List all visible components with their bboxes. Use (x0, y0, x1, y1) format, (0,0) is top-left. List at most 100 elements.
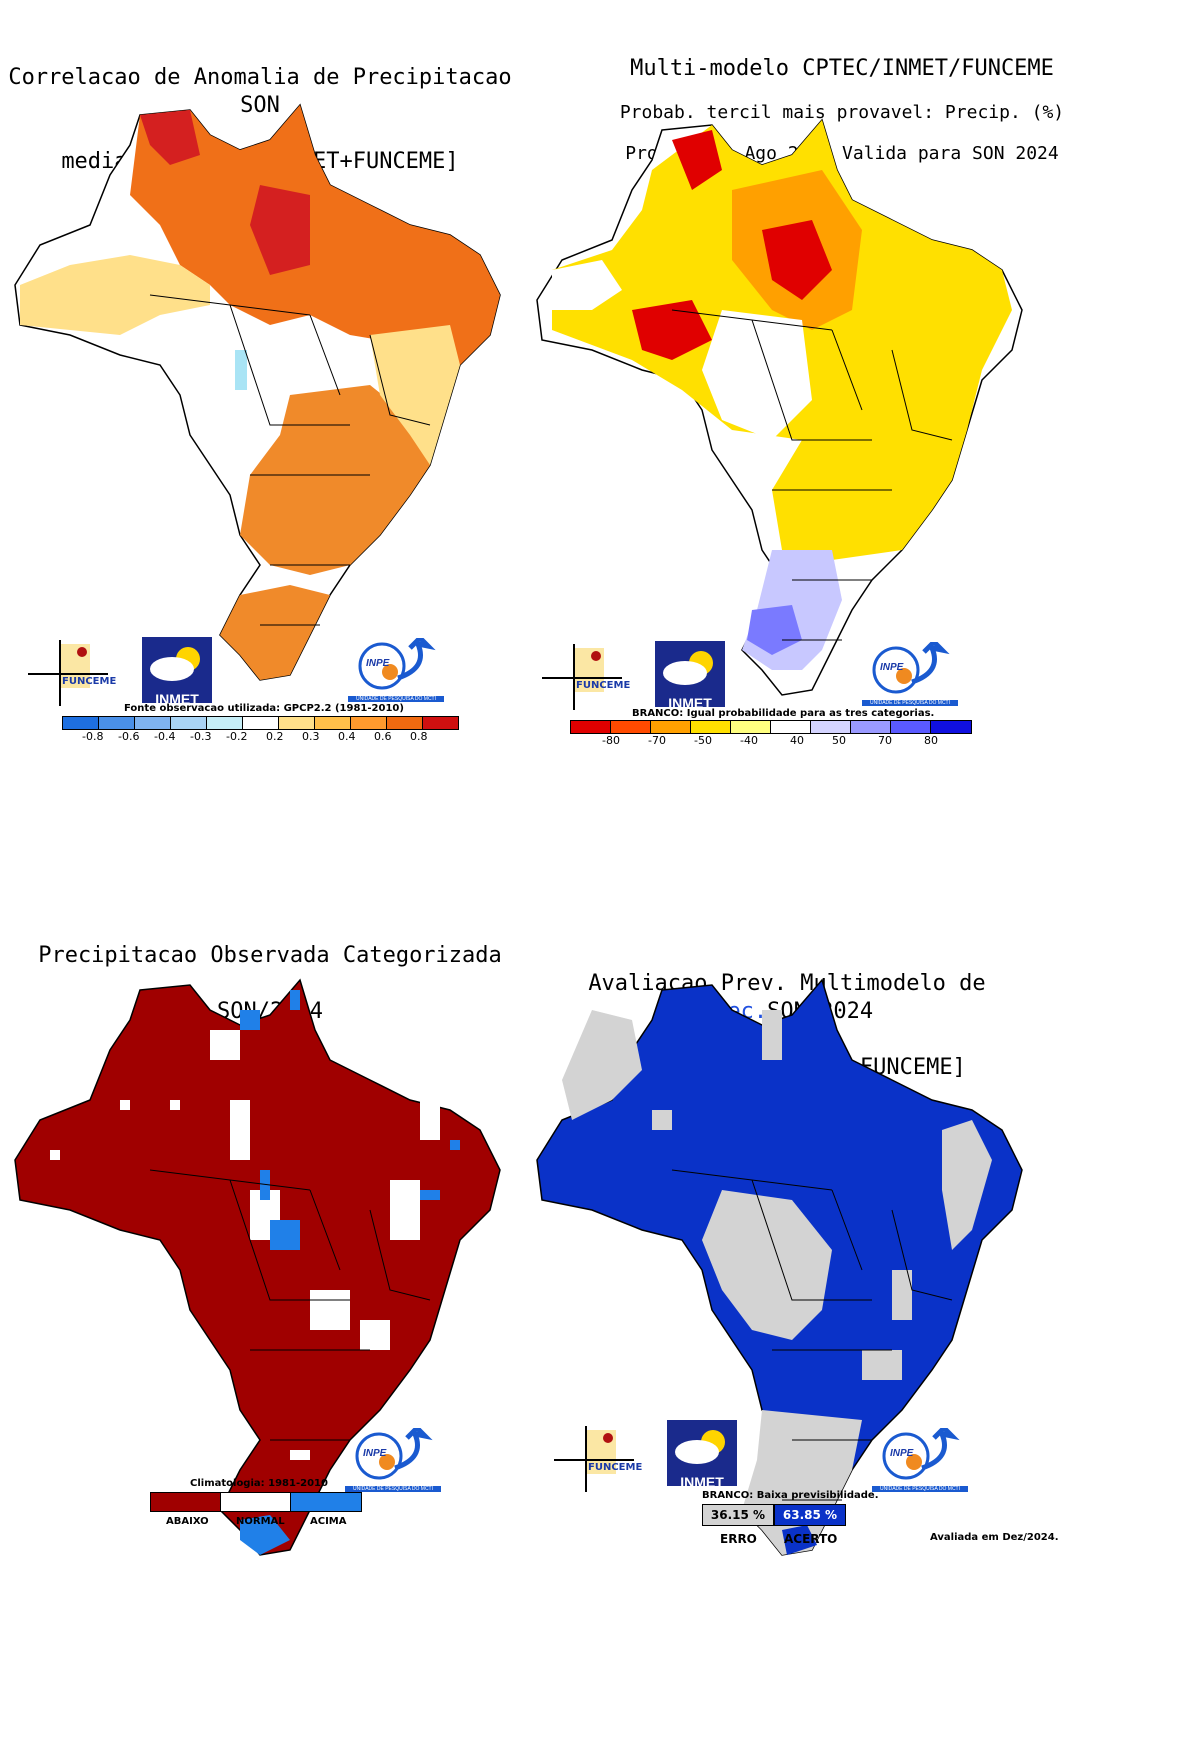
eval-erro-west (562, 1010, 642, 1120)
erro-label: ERRO (720, 1532, 757, 1546)
cb-tick: -70 (648, 734, 666, 747)
eval-erro-cell (892, 1270, 912, 1320)
inpe-logo: INPE UNIDADE DE PESQUISA DO MCTI (348, 634, 444, 708)
cb-swatch (351, 717, 387, 729)
inmet-logo: INMET (655, 641, 725, 711)
cloud-sun-icon (675, 1430, 725, 1464)
cb-tick: 0.3 (302, 730, 320, 743)
multimodel-title: Multi-modelo CPTEC/INMET/FUNCEME Probab.… (592, 36, 1092, 184)
observed-title-line1: Precipitacao Observada Categorizada (38, 943, 502, 968)
cb-tick: 50 (832, 734, 846, 747)
cb-swatch (63, 717, 99, 729)
erro-value: 36.15 % (702, 1504, 774, 1526)
inmet-logo: INMET (142, 637, 212, 707)
evaluated-note: Avaliada em Dez/2024. (930, 1532, 1059, 1543)
cb-tick: -40 (740, 734, 758, 747)
cb-swatch (171, 717, 207, 729)
acerto-label: ACERTO (784, 1532, 838, 1546)
anomaly-northwest-red (140, 110, 200, 165)
prob-blue-core (747, 605, 802, 655)
inmet-logo: INMET (667, 1420, 737, 1490)
eval-erro-cell (652, 1110, 672, 1130)
cb-swatch (315, 717, 351, 729)
funceme-logo (542, 644, 622, 710)
obs-normal-cell (420, 1100, 440, 1140)
multimodel-colorbar (570, 720, 972, 734)
cb-tick: -0.4 (154, 730, 176, 743)
anomaly-center-south (240, 385, 430, 575)
cb-swatch (571, 721, 611, 733)
evaluation-map (536, 978, 1023, 1556)
cb-tick: -0.8 (82, 730, 104, 743)
inpe-logo: INPE UNIDADE DE PESQUISA DO MCTI (862, 638, 958, 712)
cb-swatch (423, 717, 458, 729)
obs-normal-cell (290, 1450, 310, 1460)
cb-tick: 0.8 (410, 730, 428, 743)
legend-acima-swatch (291, 1493, 361, 1511)
multimodel-title-line1: Multi-modelo CPTEC/INMET/FUNCEME (630, 56, 1054, 81)
state-borders (671, 309, 953, 641)
legend-abaixo-swatch (151, 1493, 221, 1511)
eval-erro-cell (762, 1010, 782, 1060)
correlation-title-line1: Correlacao de Anomalia de Precipitacao S… (8, 65, 512, 118)
prob-red-nw (672, 130, 722, 190)
cb-tick: -0.6 (118, 730, 140, 743)
obs-normal-cell (230, 1100, 250, 1160)
cb-swatch (243, 717, 279, 729)
funceme-logo-text: FUNCEME (576, 680, 631, 691)
branco-note: BRANCO: Igual probabilidade para as tres… (632, 708, 935, 719)
correlation-colorbar (62, 716, 459, 730)
obs-normal-cell (210, 1030, 240, 1060)
obs-above-cell (240, 1010, 260, 1030)
inpe-logo-text: INPE (366, 658, 390, 669)
panel-evaluation: Avaliacao Prev. Multimodelo de Prec.SON/… (536, 870, 1184, 1748)
anomaly-south (220, 585, 330, 680)
cb-swatch (135, 717, 171, 729)
cb-swatch (99, 717, 135, 729)
obs-normal-cell (50, 1150, 60, 1160)
cb-swatch (931, 721, 971, 733)
prob-red-core (762, 220, 832, 300)
obs-normal-cell (310, 1290, 350, 1330)
cloud-sun-icon (663, 651, 713, 685)
cb-tick: 70 (878, 734, 892, 747)
cb-tick: -0.3 (190, 730, 212, 743)
inpe-logo-subtext: UNIDADE DE PESQUISA DO MCTI (872, 1486, 968, 1492)
obs-normal-cell (170, 1100, 180, 1110)
prob-red-w (632, 300, 712, 360)
cb-tick: -80 (602, 734, 620, 747)
cb-swatch (851, 721, 891, 733)
prob-white-center (702, 310, 812, 440)
cb-swatch (279, 717, 315, 729)
obs-normal-cell (360, 1320, 390, 1350)
eval-erro-east (942, 1120, 992, 1250)
obs-above-cell (260, 1170, 270, 1200)
obs-above-cell (420, 1190, 440, 1200)
cb-tick: -50 (694, 734, 712, 747)
funceme-logo (28, 640, 108, 706)
anomaly-north (130, 105, 500, 365)
cb-tick: 0.2 (266, 730, 284, 743)
source-note: Fonte observacao utilizada: GPCP2.2 (198… (124, 703, 404, 714)
inpe-logo-subtext: UNIDADE DE PESQUISA DO MCTI (862, 700, 958, 706)
cb-tick: 0.6 (374, 730, 392, 743)
branco-note: BRANCO: Baixa previsibilidade. (702, 1490, 879, 1501)
cb-swatch (651, 721, 691, 733)
panel-correlation: Correlacao de Anomalia de Precipitacao S… (0, 0, 592, 870)
funceme-logo (554, 1426, 634, 1492)
obs-normal-cell (390, 1180, 420, 1240)
legend-normal-swatch (221, 1493, 291, 1511)
legend-normal-label: NORMAL (236, 1516, 285, 1527)
panel-multimodel: Multi-modelo CPTEC/INMET/FUNCEME Probab.… (536, 0, 1184, 870)
inpe-logo: INPE UNIDADE DE PESQUISA DO MCTI (345, 1424, 441, 1498)
multimodel-map (536, 118, 1023, 696)
anomaly-core-red (250, 185, 310, 275)
cloud-sun-icon (150, 647, 200, 681)
cb-tick: 40 (790, 734, 804, 747)
obs-above-cell (290, 990, 300, 1010)
obs-above-cell (450, 1140, 460, 1150)
anomaly-cyan-cell (235, 350, 247, 390)
multimodel-title-line2: Probab. tercil mais provavel: Precip. (%… (619, 102, 1065, 123)
obs-above-south (240, 1515, 290, 1555)
cb-swatch (771, 721, 811, 733)
